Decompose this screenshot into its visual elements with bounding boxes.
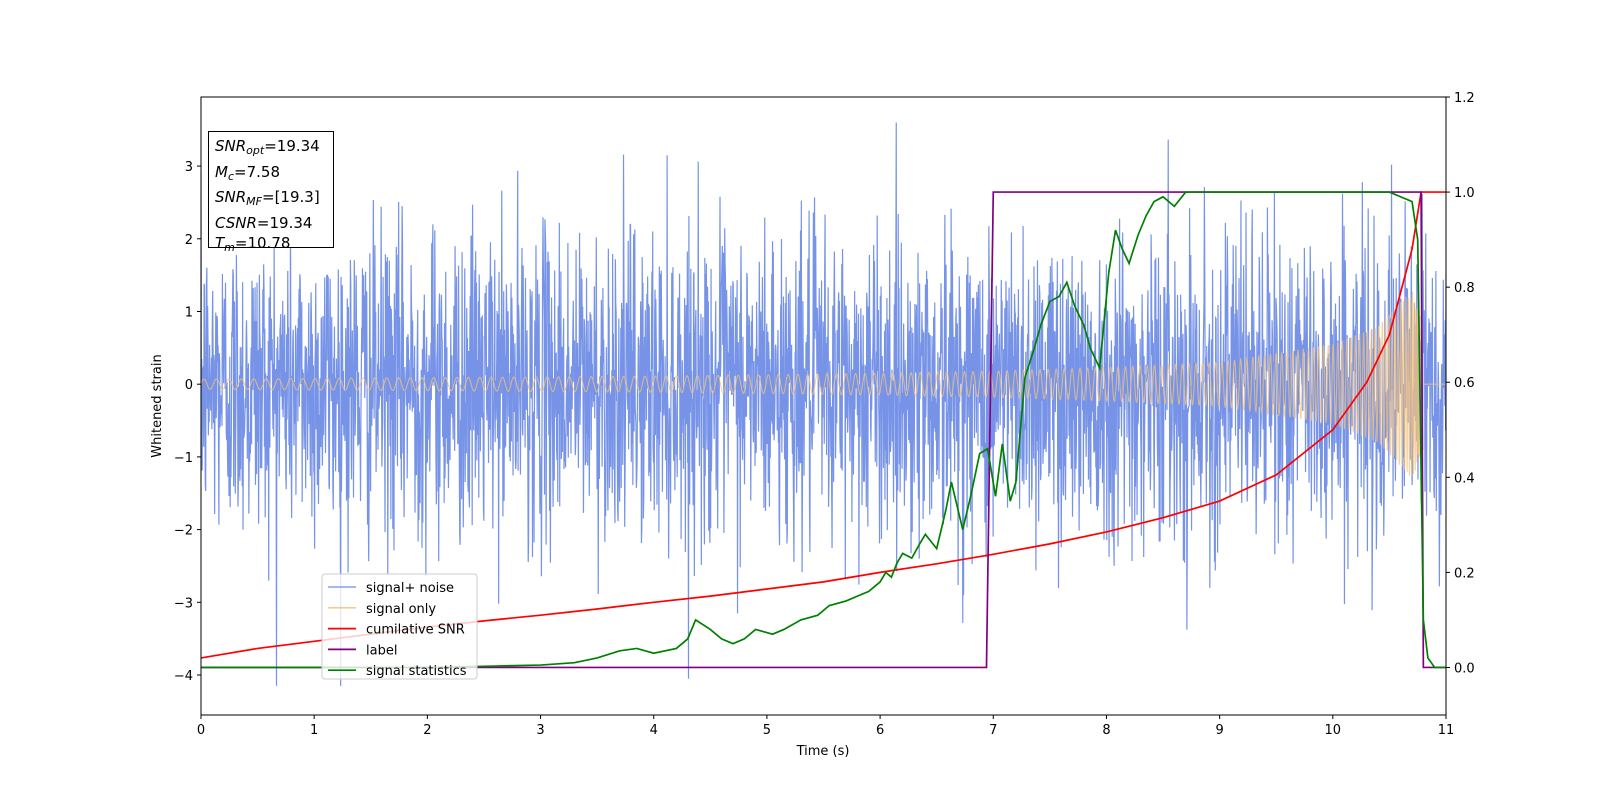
legend-box (321, 573, 478, 680)
y-left-tick-label: −3 (174, 596, 193, 611)
y-right-tick-label: 1.0 (1454, 186, 1475, 201)
x-tick-label: 1 (310, 723, 318, 738)
info-box: SNRopt=19.34 Mc=7.58 SNRMF=[19.3] CSNR=1… (208, 131, 334, 254)
series-signal-only (201, 291, 1446, 477)
y-right-tick-label: 0.6 (1454, 376, 1475, 391)
y-right-axis-ticks: 0.0 0.2 0.4 0.6 0.8 1.0 1.2 (1446, 91, 1475, 676)
legend-entry: label (366, 643, 397, 658)
y-right-tick-label: 0.8 (1454, 281, 1475, 296)
legend-entry: cumilative SNR (366, 623, 465, 638)
y-left-tick-label: 2 (185, 233, 193, 248)
legend: signal+ noise signal only cumilative SNR la… (321, 573, 478, 680)
series-signal-noise (201, 122, 1446, 686)
y-right-tick-label: 1.2 (1454, 91, 1475, 106)
x-axis-ticks: 0 1 2 3 4 5 6 7 8 9 10 11 (197, 715, 1454, 738)
legend-entry: signal+ noise (366, 581, 454, 596)
x-tick-label: 6 (876, 723, 884, 738)
y-left-tick-label: 1 (185, 305, 193, 320)
y-left-tick-label: −4 (174, 669, 193, 684)
y-right-tick-label: 0.0 (1454, 661, 1475, 676)
x-tick-label: 3 (536, 723, 544, 738)
x-tick-label: 7 (989, 723, 997, 738)
y-axis-label: Whitened strain (150, 354, 165, 457)
y-left-tick-label: 0 (185, 378, 193, 393)
y-left-tick-label: −1 (174, 451, 193, 466)
x-axis-label: Time (s) (796, 744, 850, 759)
info-tm: Tm=10.78 (215, 234, 291, 254)
info-snr-opt: SNRopt=19.34 (215, 137, 320, 157)
info-csnr: CSNR=19.34 (215, 213, 313, 232)
x-tick-label: 4 (650, 723, 658, 738)
info-mc: Mc=7.58 (215, 162, 280, 183)
x-tick-label: 8 (1102, 723, 1110, 738)
series-signal-statistics (201, 191, 1446, 669)
legend-entry: signal only (366, 602, 436, 617)
legend-entry: signal statistics (366, 664, 467, 679)
x-tick-label: 10 (1325, 723, 1342, 738)
plot-frame (200, 96, 1447, 716)
x-tick-label: 5 (763, 723, 771, 738)
x-tick-label: 2 (423, 723, 431, 738)
y-right-tick-label: 0.2 (1454, 566, 1475, 581)
x-tick-label: 0 (197, 723, 205, 738)
x-tick-label: 11 (1438, 723, 1455, 738)
y-left-axis-ticks: −4 −3 −2 −1 0 1 2 3 (174, 160, 201, 684)
y-left-tick-label: −2 (174, 524, 193, 539)
info-snr-mf: SNRMF=[19.3] (215, 188, 320, 208)
x-tick-label: 9 (1215, 723, 1223, 738)
y-right-tick-label: 0.4 (1454, 471, 1475, 486)
y-left-tick-label: 3 (185, 160, 193, 175)
